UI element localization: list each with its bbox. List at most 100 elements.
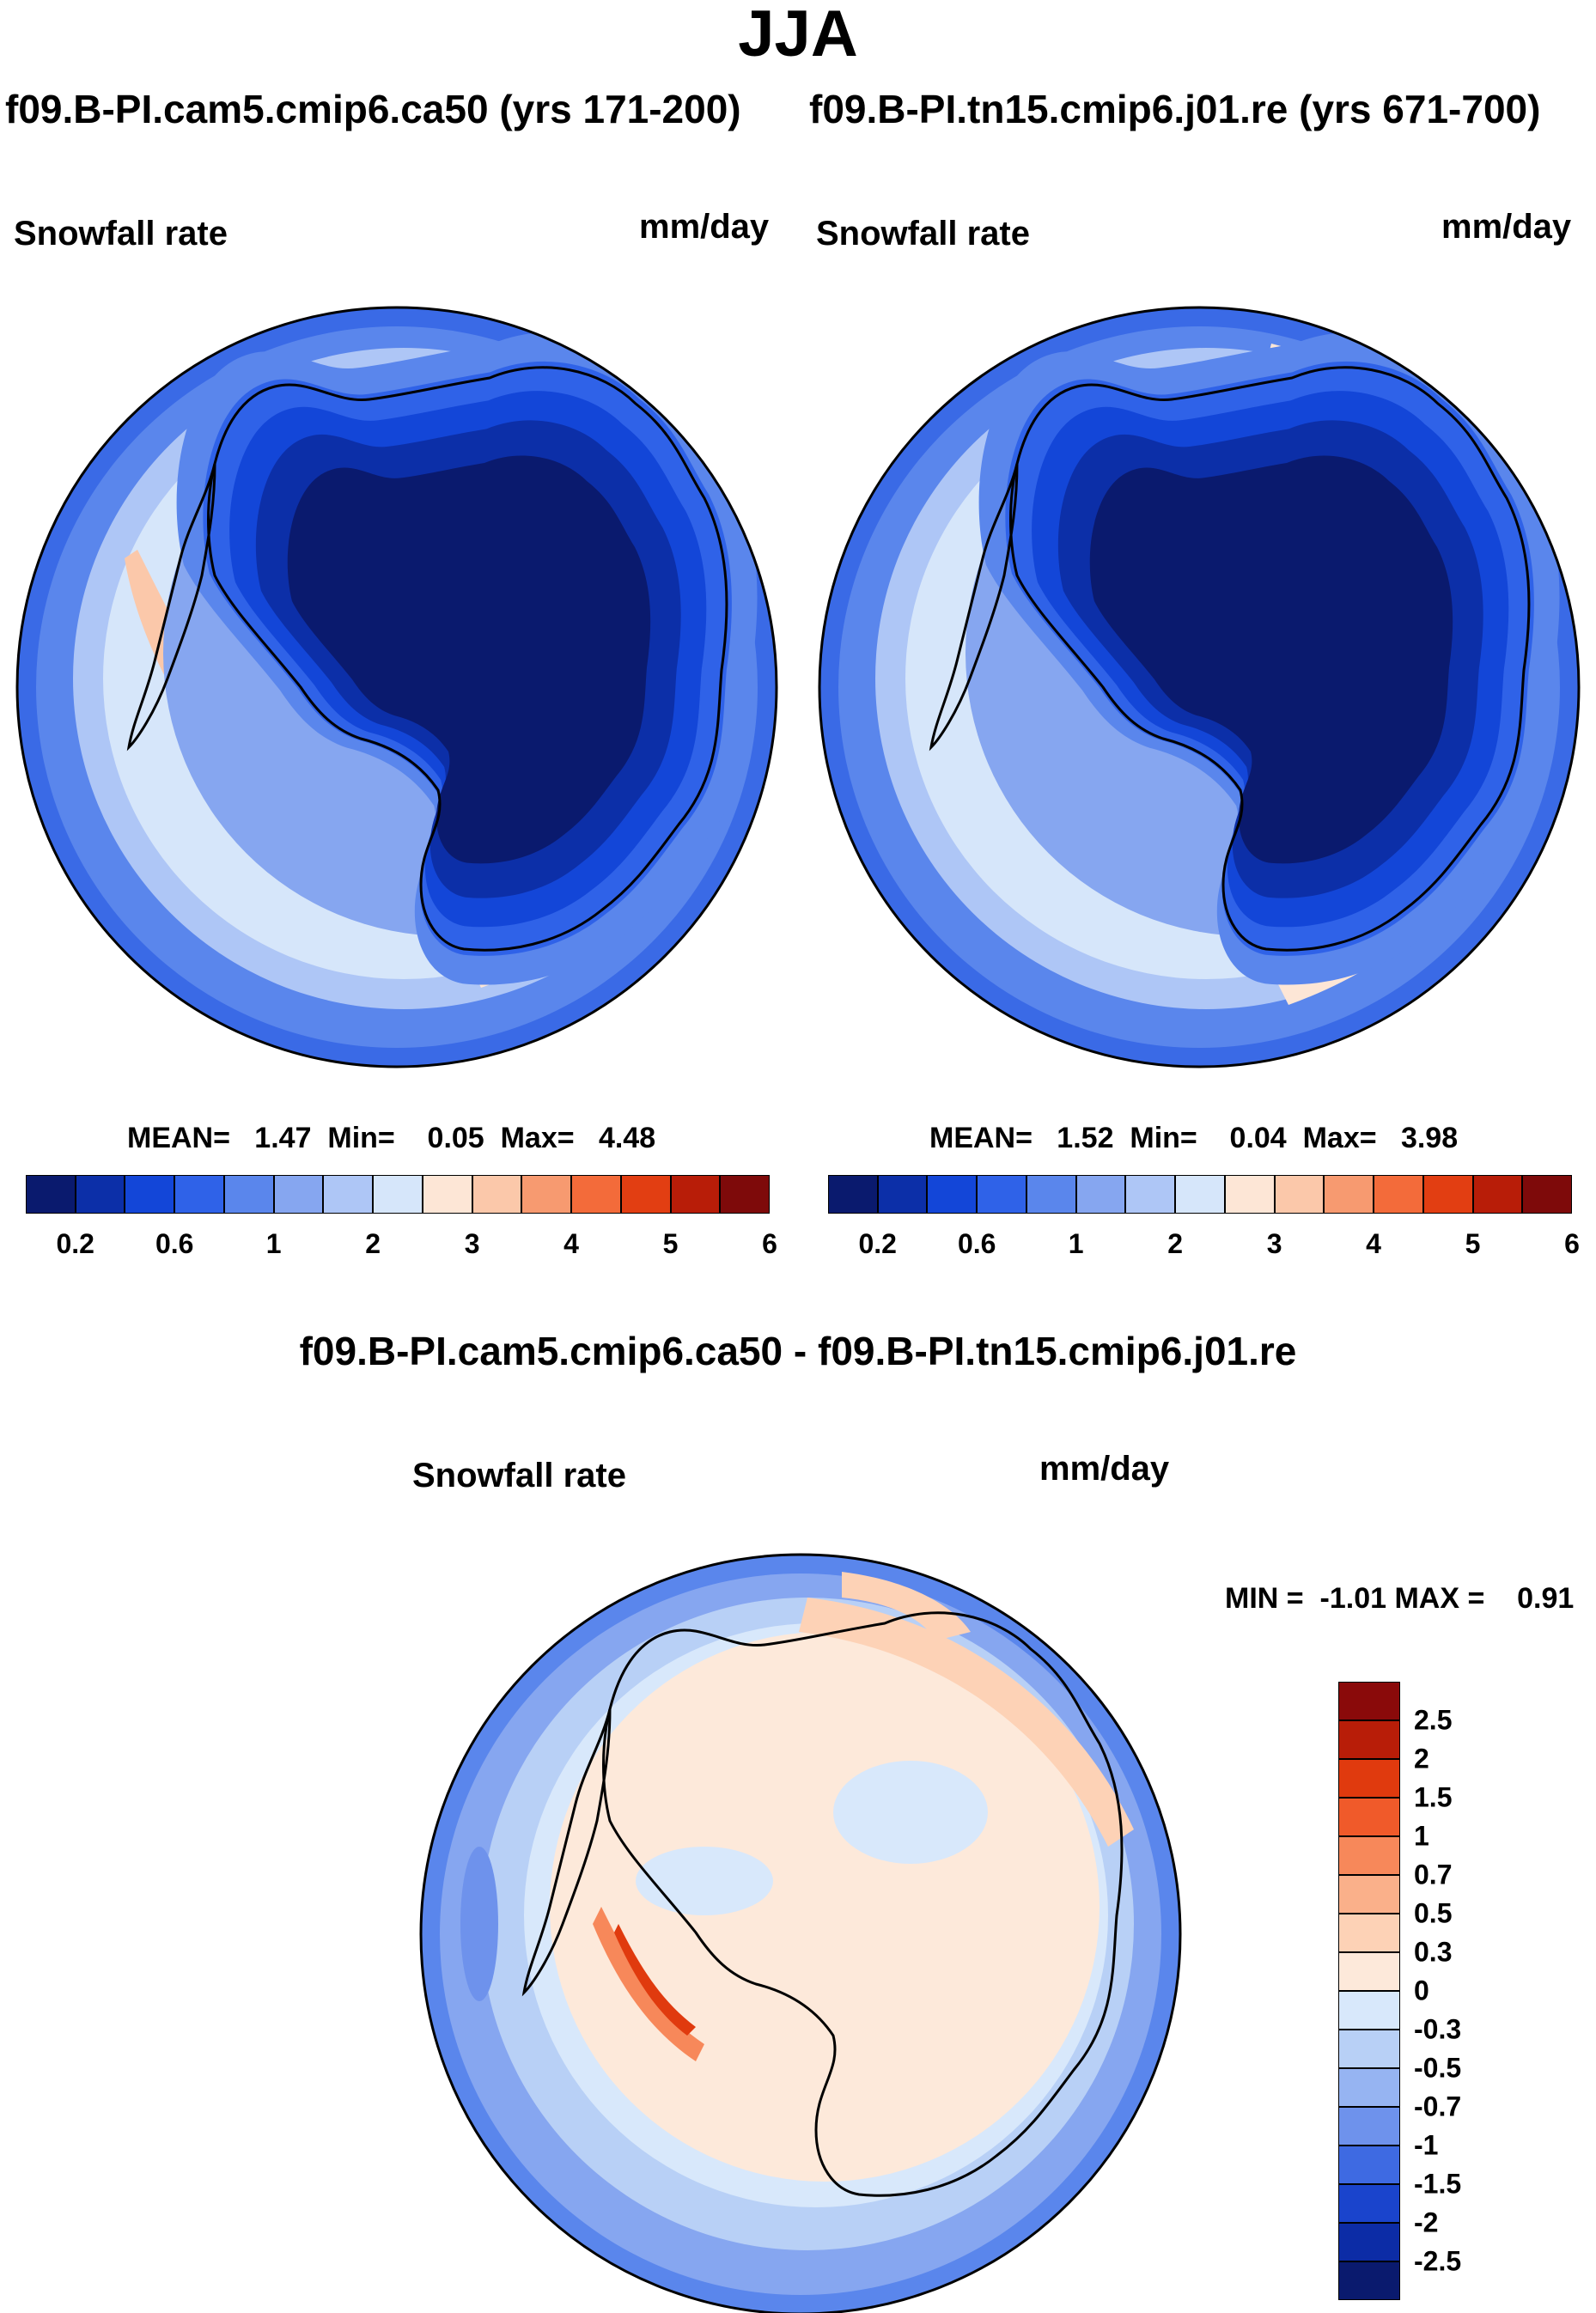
colorbar-tick-label: 0.5 xyxy=(1414,1897,1453,1929)
colorbar-tick-label: 3 xyxy=(1266,1228,1282,1259)
colorbar-swatch xyxy=(1338,1720,1400,1759)
colorbar-swatch xyxy=(373,1175,423,1214)
colorbar-swatch xyxy=(1075,1175,1126,1214)
colorbar-tick-label: -0.7 xyxy=(1414,2091,1462,2122)
colorbar-tick-label: -2.5 xyxy=(1414,2245,1462,2277)
panel2-variable: Snowfall rate xyxy=(816,215,1030,253)
diff-colorbar xyxy=(1338,1682,1400,2300)
colorbar-tick-label: 2 xyxy=(365,1228,381,1259)
colorbar-tick-label: 0 xyxy=(1414,1975,1429,2006)
colorbar-swatch xyxy=(1175,1175,1225,1214)
colorbar-tick-label: -0.3 xyxy=(1414,2013,1462,2045)
figure-title: JJA xyxy=(738,0,858,70)
colorbar-swatch xyxy=(1338,1682,1400,1720)
panel1-variable: Snowfall rate xyxy=(14,215,228,253)
colorbar-swatch xyxy=(1472,1175,1523,1214)
colorbar-swatch xyxy=(323,1175,374,1214)
panel1-units: mm/day xyxy=(639,208,770,246)
colorbar-tick-label: -2 xyxy=(1414,2206,1439,2238)
colorbar-swatch xyxy=(174,1175,224,1214)
panel1-colorbar-ticks: 0.2 0.6 1 2 3 4 5 6 xyxy=(26,1228,777,1263)
colorbar-swatch xyxy=(571,1175,621,1214)
colorbar-swatch xyxy=(472,1175,522,1214)
colorbar-tick-label: 0.6 xyxy=(957,1228,996,1259)
colorbar-swatch xyxy=(927,1175,978,1214)
colorbar-swatch xyxy=(1338,2223,1400,2261)
colorbar-swatch xyxy=(1224,1175,1275,1214)
colorbar-tick-label: 0.2 xyxy=(56,1228,94,1259)
left-case-name: f09.B-PI.cam5.cmip6.ca50 (yrs 171-200) xyxy=(5,87,741,131)
colorbar-swatch xyxy=(1026,1175,1076,1214)
colorbar-tick-label: 0.6 xyxy=(155,1228,194,1259)
colorbar-swatch xyxy=(670,1175,721,1214)
colorbar-swatch xyxy=(422,1175,472,1214)
colorbar-tick-label: 3 xyxy=(464,1228,480,1259)
colorbar-tick-label: 0.2 xyxy=(858,1228,897,1259)
diff-title: f09.B-PI.cam5.cmip6.ca50 - f09.B-PI.tn15… xyxy=(299,1329,1297,1373)
colorbar-tick-label: 1 xyxy=(1068,1228,1084,1259)
colorbar-swatch xyxy=(75,1175,125,1214)
colorbar-tick-label: 6 xyxy=(762,1228,777,1259)
colorbar-tick-label: 1 xyxy=(265,1228,282,1259)
map-panel-1 xyxy=(15,306,778,1068)
panel1-colorbar xyxy=(26,1175,770,1214)
panel1-stats: MEAN= 1.47 Min= 0.05 Max= 4.48 xyxy=(127,1122,656,1154)
diff-colorbar-ticks: 2.5 2 1.5 1 0.7 0.5 0.3 0 -0.3 -0.5 -0.7 -1 -1.5 -2 -2… xyxy=(1414,1682,1586,2300)
colorbar-swatch xyxy=(1338,1798,1400,1836)
panel3-variable: Snowfall rate xyxy=(412,1457,626,1494)
colorbar-swatch xyxy=(1338,2146,1400,2184)
colorbar-swatch xyxy=(1338,1836,1400,1875)
colorbar-tick-label: 1.5 xyxy=(1414,1781,1453,1813)
colorbar-swatch xyxy=(273,1175,324,1214)
colorbar-swatch xyxy=(1338,2030,1400,2068)
colorbar-swatch xyxy=(877,1175,928,1214)
colorbar-swatch xyxy=(521,1175,572,1214)
colorbar-swatch xyxy=(1374,1175,1423,1214)
colorbar-tick-label: 5 xyxy=(1465,1228,1481,1259)
panel2-units: mm/day xyxy=(1441,208,1572,246)
colorbar-tick-label: 2 xyxy=(1167,1228,1184,1259)
colorbar-tick-label: 2.5 xyxy=(1414,1704,1453,1736)
colorbar-swatch xyxy=(1338,1759,1400,1798)
colorbar-swatch xyxy=(1338,2184,1400,2223)
right-case-name: f09.B-PI.tn15.cmip6.j01.re (yrs 671-700) xyxy=(809,87,1541,131)
colorbar-tick-label: 0.7 xyxy=(1414,1859,1453,1890)
panel3-stats: MIN = -1.01 MAX = 0.91 xyxy=(1225,1582,1575,1615)
colorbar-swatch xyxy=(223,1175,274,1214)
colorbar-tick-label: 2 xyxy=(1414,1743,1429,1774)
colorbar-tick-label: 6 xyxy=(1564,1228,1580,1259)
colorbar-swatch xyxy=(1338,1875,1400,1914)
panel2-colorbar xyxy=(828,1175,1572,1214)
colorbar-swatch xyxy=(720,1175,770,1214)
colorbar-swatch xyxy=(1522,1175,1572,1214)
colorbar-swatch xyxy=(1338,2261,1400,2300)
colorbar-swatch xyxy=(1338,1952,1400,1991)
colorbar-tick-label: 4 xyxy=(1366,1228,1381,1259)
colorbar-swatch xyxy=(620,1175,671,1214)
map-panel-diff xyxy=(419,1553,1182,2313)
panel3-units: mm/day xyxy=(1039,1450,1170,1488)
panel2-colorbar-ticks: 0.2 0.6 1 2 3 4 5 6 xyxy=(828,1228,1579,1263)
colorbar-swatch xyxy=(828,1175,878,1214)
colorbar-tick-label: 5 xyxy=(662,1228,679,1259)
colorbar-tick-label: 1 xyxy=(1414,1820,1429,1852)
colorbar-swatch xyxy=(26,1175,76,1214)
colorbar-swatch xyxy=(977,1175,1026,1214)
colorbar-tick-label: 0.3 xyxy=(1414,1936,1453,1968)
colorbar-swatch xyxy=(1274,1175,1325,1214)
colorbar-tick-label: 4 xyxy=(563,1228,579,1259)
map-panel-2 xyxy=(818,306,1581,1068)
colorbar-swatch xyxy=(1125,1175,1176,1214)
colorbar-tick-label: -0.5 xyxy=(1414,2052,1462,2084)
colorbar-swatch xyxy=(125,1175,175,1214)
colorbar-swatch xyxy=(1338,2107,1400,2146)
colorbar-swatch xyxy=(1338,1991,1400,2030)
colorbar-tick-label: -1 xyxy=(1414,2129,1439,2161)
panel2-stats: MEAN= 1.52 Min= 0.04 Max= 3.98 xyxy=(929,1122,1459,1154)
colorbar-tick-label: -1.5 xyxy=(1414,2168,1462,2200)
colorbar-swatch xyxy=(1324,1175,1374,1214)
colorbar-swatch xyxy=(1422,1175,1473,1214)
colorbar-swatch xyxy=(1338,1914,1400,1952)
colorbar-swatch xyxy=(1338,2068,1400,2107)
